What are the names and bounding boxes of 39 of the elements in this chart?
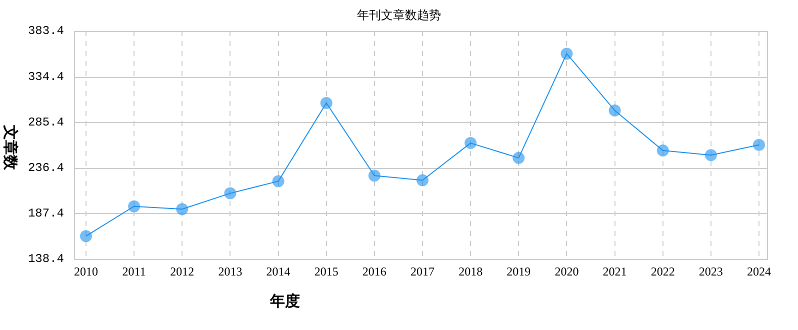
x-tick-label: 2014	[266, 264, 290, 278]
x-tick-label: 2013	[218, 264, 242, 278]
point	[608, 104, 621, 116]
point	[80, 230, 92, 242]
point	[272, 175, 284, 188]
point	[753, 138, 765, 151]
point	[224, 187, 236, 200]
point	[464, 137, 477, 150]
point	[176, 203, 188, 216]
x-tick-label: 2017	[410, 264, 434, 278]
point	[320, 97, 332, 110]
x-tick-label: 2020	[554, 264, 579, 278]
point	[704, 149, 717, 162]
x-axis-title: 年度	[270, 292, 300, 311]
point	[416, 174, 428, 186]
y-tick-label: 334.4	[28, 70, 64, 84]
point	[512, 152, 525, 164]
x-tick-label: 2018	[458, 264, 483, 278]
point	[128, 200, 140, 212]
y-tick-label: 383.4	[28, 24, 64, 38]
x-tick-label: 2015	[314, 264, 338, 278]
x-tick-label: 2023	[698, 264, 723, 278]
x-tick-label: 2019	[506, 264, 531, 278]
y-tick-label: 236.4	[28, 160, 64, 175]
x-tick-label: 2021	[602, 264, 627, 278]
y-axis-title: 文章数	[0, 124, 20, 172]
x-tick-label: 2012	[170, 264, 194, 278]
x-tick-label: 2024	[747, 264, 771, 278]
point	[368, 170, 380, 182]
y-tick-label: 138.4	[28, 252, 64, 266]
x-tick-label: 2016	[362, 264, 386, 278]
x-tick-label: 2010	[74, 264, 98, 278]
y-tick-label: 285.4	[28, 115, 64, 130]
point	[656, 144, 669, 156]
chart-title: 年刊文章数趋势	[356, 7, 442, 24]
x-tick-label: 2011	[122, 264, 146, 278]
point	[560, 48, 573, 60]
x-tick-label: 2022	[650, 264, 675, 278]
y-tick-label: 187.4	[28, 206, 64, 221]
